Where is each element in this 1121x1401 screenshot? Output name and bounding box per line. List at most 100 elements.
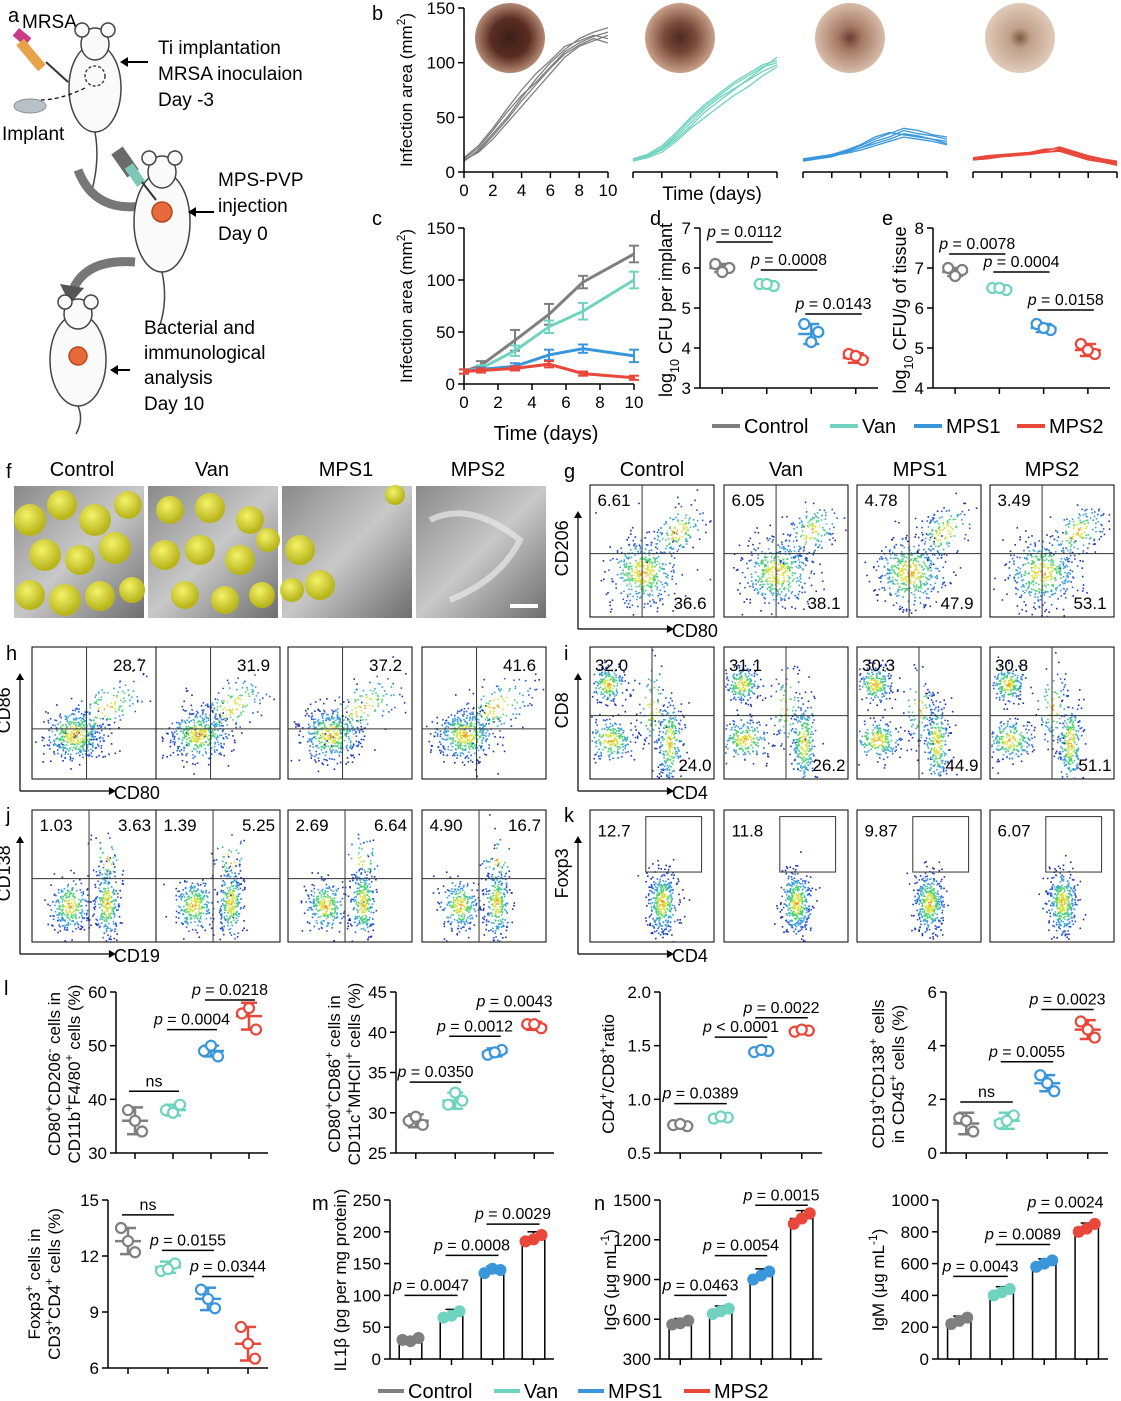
g-ul-value-2: 4.78 [864,491,897,510]
h-event [460,719,462,722]
h-event [188,744,190,746]
h-event [96,725,99,727]
h-event [225,719,228,722]
h-event [234,700,236,703]
h-event [197,712,199,714]
h-event [104,726,106,729]
h-event [485,716,488,718]
h-event [516,701,519,704]
h-event [74,726,77,728]
h-event [86,735,88,738]
i-event [612,687,614,690]
h-event [372,690,375,692]
h-event [405,673,407,675]
h-event [436,735,439,737]
h-event [512,713,514,715]
g-event [755,583,757,585]
h-event [95,700,98,702]
h-event [472,747,475,749]
h-event [314,718,317,721]
g-event [685,543,688,545]
g-event [682,529,685,531]
g-event [918,571,920,574]
h-event [357,745,359,747]
g-event [625,564,628,567]
g-event [780,597,782,599]
h-event [88,731,91,734]
g-event [915,557,917,560]
h-event [235,681,237,684]
h-event [325,751,327,753]
h-event [324,746,326,749]
h-event [339,750,341,753]
h-event [123,697,125,699]
h-event [347,761,349,763]
h-event [339,761,342,764]
i-event [605,690,607,693]
h-ur-value-3: 41.6 [503,656,536,675]
g-event [937,527,940,530]
g-event [936,575,938,578]
g-event [750,559,752,561]
h-event [232,712,234,715]
g-event [1035,572,1037,575]
g-event [901,576,904,579]
g-event [767,561,769,563]
g-event [777,582,780,584]
h-event [102,717,104,720]
g-event [1045,577,1048,579]
g-event [616,558,618,561]
g-event [632,568,634,571]
g-event [753,589,756,591]
g-event [773,562,776,565]
g-event [799,581,802,584]
h-event [171,731,173,734]
h-event [253,698,256,701]
g-event [1108,514,1111,516]
g-event [938,526,941,528]
g-event [657,536,660,538]
h-event [213,749,216,751]
h-event [467,735,469,737]
g-event [1020,575,1023,578]
g-event [776,551,779,554]
g-event [905,579,908,581]
g-event [634,578,637,580]
g-event [907,572,910,575]
g-event [625,600,628,602]
h-event [77,704,80,706]
g-event [787,583,790,586]
g-event [656,576,659,578]
g-event [815,531,818,534]
g-event [654,558,657,560]
h-event [199,738,201,740]
i-event [596,681,599,684]
h-event [198,752,201,754]
g-event [1087,547,1089,549]
panel-label-d: d [650,208,661,230]
h-event [466,736,468,739]
h-event [462,715,465,717]
h-event [313,726,316,729]
g-event [1086,526,1088,528]
i-event [612,680,615,682]
h-event [345,735,348,738]
i-event [596,699,599,701]
h-event [439,752,442,754]
g-event [1059,584,1062,586]
h-event [185,690,188,693]
h-event [104,755,106,758]
h-event [336,751,339,753]
h-event [182,732,184,734]
i-event [604,659,606,662]
h-event [340,747,343,750]
h-event [200,705,203,707]
g-event [635,566,637,568]
g-event [1058,573,1061,576]
g-event [783,597,786,600]
g-event [781,516,784,518]
g-event [896,574,899,576]
h-event [345,763,347,765]
h-event [60,716,62,719]
i-event [602,688,605,690]
